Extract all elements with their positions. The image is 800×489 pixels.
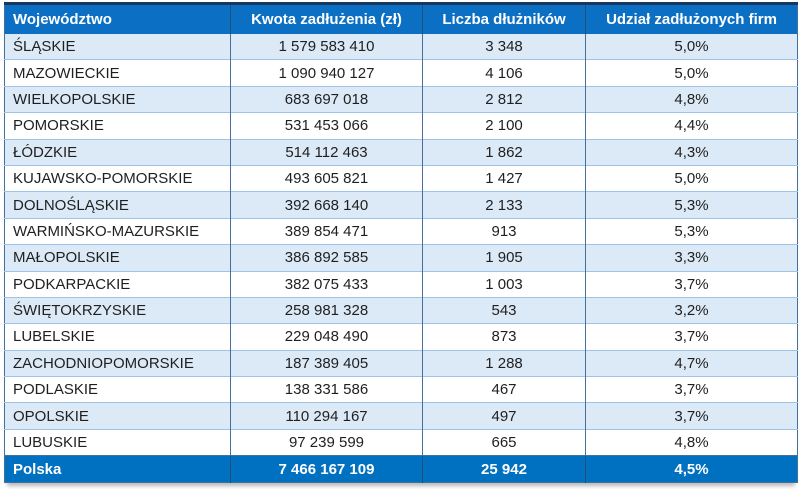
cell-debt-amount: 493 605 821 xyxy=(230,164,423,192)
cell-voivodeship: OPOLSKIE xyxy=(4,402,231,430)
cell-debtor-count: 1 905 xyxy=(422,244,586,272)
cell-debt-share: 5,3% xyxy=(585,217,798,245)
table-row: KUJAWSKO-POMORSKIE 493 605 821 1 427 5,0% xyxy=(4,164,798,192)
cell-debt-share: 3,3% xyxy=(585,244,798,272)
cell-voivodeship: ŁÓDZKIE xyxy=(4,138,231,166)
cell-debt-amount: 110 294 167 xyxy=(230,402,423,430)
cell-debtor-count: 1 288 xyxy=(422,349,586,377)
cell-debt-amount: 97 239 599 xyxy=(230,428,423,456)
total-debt-share: 4,5% xyxy=(585,455,798,483)
table-row: LUBELSKIE 229 048 490 873 3,7% xyxy=(4,323,798,351)
total-debt-amount: 7 466 167 109 xyxy=(230,455,423,483)
table-row: OPOLSKIE 110 294 167 497 3,7% xyxy=(4,402,798,430)
cell-voivodeship: ŚWIĘTOKRZYSKIE xyxy=(4,296,231,324)
cell-debt-amount: 187 389 405 xyxy=(230,349,423,377)
cell-debtor-count: 1 862 xyxy=(422,138,586,166)
table-row: MAZOWIECKIE 1 090 940 127 4 106 5,0% xyxy=(4,59,798,87)
cell-debtor-count: 2 812 xyxy=(422,85,586,113)
cell-debt-share: 3,2% xyxy=(585,296,798,324)
table-row: ŁÓDZKIE 514 112 463 1 862 4,3% xyxy=(4,138,798,166)
cell-debtor-count: 467 xyxy=(422,376,586,403)
cell-debtor-count: 3 348 xyxy=(422,34,586,60)
cell-voivodeship: MAZOWIECKIE xyxy=(4,59,231,87)
cell-debt-amount: 531 453 066 xyxy=(230,112,423,140)
cell-debt-amount: 514 112 463 xyxy=(230,138,423,166)
cell-debt-amount: 382 075 433 xyxy=(230,270,423,298)
total-debtor-count: 25 942 xyxy=(422,455,586,483)
cell-voivodeship: LUBELSKIE xyxy=(4,323,231,351)
cell-debt-share: 3,7% xyxy=(585,402,798,430)
cell-voivodeship: LUBUSKIE xyxy=(4,428,231,456)
cell-debt-share: 3,7% xyxy=(585,323,798,351)
cell-debt-amount: 386 892 585 xyxy=(230,244,423,272)
cell-debt-share: 3,7% xyxy=(585,270,798,298)
cell-voivodeship: POMORSKIE xyxy=(4,112,231,140)
cell-debt-share: 3,7% xyxy=(585,376,798,403)
table-row: PODKARPACKIE 382 075 433 1 003 3,7% xyxy=(4,270,798,298)
cell-debtor-count: 2 100 xyxy=(422,112,586,140)
voivodeship-debt-table: Województwo Kwota zadłużenia (zł) Liczba… xyxy=(4,2,798,484)
cell-debt-share: 4,3% xyxy=(585,138,798,166)
cell-voivodeship: ŚLĄSKIE xyxy=(4,34,231,60)
total-label: Polska xyxy=(4,455,231,483)
cell-voivodeship: WARMIŃSKO-MAZURSKIE xyxy=(4,217,231,245)
cell-debt-share: 5,0% xyxy=(585,164,798,192)
cell-debt-share: 4,8% xyxy=(585,428,798,456)
cell-debtor-count: 4 106 xyxy=(422,59,586,87)
col-header-debt-share: Udział zadłużonych firm xyxy=(585,3,798,34)
cell-debtor-count: 665 xyxy=(422,428,586,456)
cell-debt-share: 5,3% xyxy=(585,191,798,219)
cell-debt-share: 4,4% xyxy=(585,112,798,140)
cell-debt-amount: 258 981 328 xyxy=(230,296,423,324)
cell-debt-share: 4,7% xyxy=(585,349,798,377)
col-header-voivodeship: Województwo xyxy=(4,3,231,34)
cell-debt-amount: 389 854 471 xyxy=(230,217,423,245)
table-row: MAŁOPOLSKIE 386 892 585 1 905 3,3% xyxy=(4,244,798,272)
col-header-debtor-count: Liczba dłużników xyxy=(422,3,586,34)
cell-voivodeship: KUJAWSKO-POMORSKIE xyxy=(4,164,231,192)
cell-debt-amount: 1 579 583 410 xyxy=(230,34,423,60)
cell-debt-amount: 392 668 140 xyxy=(230,191,423,219)
cell-voivodeship: PODLASKIE xyxy=(4,376,231,403)
cell-voivodeship: DOLNOŚLĄSKIE xyxy=(4,191,231,219)
cell-debt-amount: 229 048 490 xyxy=(230,323,423,351)
cell-debtor-count: 1 427 xyxy=(422,164,586,192)
table-row: ŚWIĘTOKRZYSKIE 258 981 328 543 3,2% xyxy=(4,296,798,324)
cell-debt-share: 4,8% xyxy=(585,85,798,113)
cell-voivodeship: ZACHODNIOPOMORSKIE xyxy=(4,349,231,377)
table-row: LUBUSKIE 97 239 599 665 4,8% xyxy=(4,428,798,456)
cell-debtor-count: 913 xyxy=(422,217,586,245)
cell-debt-amount: 1 090 940 127 xyxy=(230,59,423,87)
cell-debt-share: 5,0% xyxy=(585,59,798,87)
header-row: Województwo Kwota zadłużenia (zł) Liczba… xyxy=(4,3,798,34)
cell-debtor-count: 2 133 xyxy=(422,191,586,219)
table-body: ŚLĄSKIE 1 579 583 410 3 348 5,0% MAZOWIECKIE… xyxy=(4,34,798,456)
total-row: Polska 7 466 167 109 25 942 4,5% xyxy=(4,455,798,483)
cell-debt-amount: 138 331 586 xyxy=(230,376,423,403)
table-row: DOLNOŚLĄSKIE 392 668 140 2 133 5,3% xyxy=(4,191,798,219)
cell-voivodeship: WIELKOPOLSKIE xyxy=(4,85,231,113)
cell-debtor-count: 543 xyxy=(422,296,586,324)
cell-debt-amount: 683 697 018 xyxy=(230,85,423,113)
cell-voivodeship: MAŁOPOLSKIE xyxy=(4,244,231,272)
table-row: POMORSKIE 531 453 066 2 100 4,4% xyxy=(4,112,798,140)
table-row: WARMIŃSKO-MAZURSKIE 389 854 471 913 5,3% xyxy=(4,217,798,245)
table-row: PODLASKIE 138 331 586 467 3,7% xyxy=(4,376,798,403)
cell-debtor-count: 873 xyxy=(422,323,586,351)
table-row: ŚLĄSKIE 1 579 583 410 3 348 5,0% xyxy=(4,34,798,60)
cell-debtor-count: 497 xyxy=(422,402,586,430)
cell-debtor-count: 1 003 xyxy=(422,270,586,298)
col-header-debt-amount: Kwota zadłużenia (zł) xyxy=(230,3,423,34)
table-row: ZACHODNIOPOMORSKIE 187 389 405 1 288 4,7% xyxy=(4,349,798,377)
cell-voivodeship: PODKARPACKIE xyxy=(4,270,231,298)
cell-debt-share: 5,0% xyxy=(585,34,798,60)
table-row: WIELKOPOLSKIE 683 697 018 2 812 4,8% xyxy=(4,85,798,113)
